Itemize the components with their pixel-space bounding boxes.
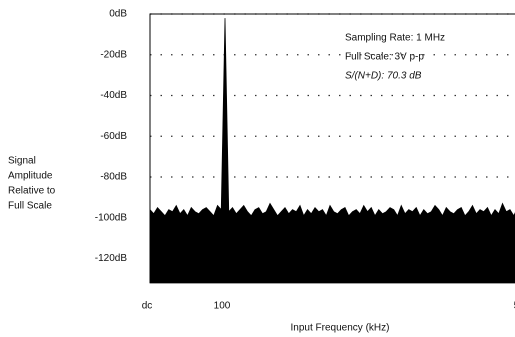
annotation: Full Scale: 3V p-p xyxy=(345,52,424,63)
y-tick-label: -20dB xyxy=(100,49,127,60)
y-axis-label: Relative to xyxy=(8,186,56,197)
annotation: Sampling Rate: 1 MHz xyxy=(345,33,445,44)
y-axis-label: Signal xyxy=(8,156,36,167)
y-tick-label: 0dB xyxy=(109,9,127,20)
x-tick-label: 500 xyxy=(514,301,515,312)
spectrum-area xyxy=(149,18,515,284)
y-tick-label: -80dB xyxy=(100,172,127,183)
y-tick-label: -40dB xyxy=(100,90,127,101)
x-axis-label: Input Frequency (kHz) xyxy=(291,323,390,334)
x-tick-label: 100 xyxy=(214,301,231,312)
x-tick-label: dc xyxy=(142,301,153,312)
plot-frame xyxy=(149,13,515,283)
y-tick-label: -120dB xyxy=(95,253,128,264)
y-axis-label: Amplitude xyxy=(8,171,53,182)
y-axis-label: Full Scale xyxy=(8,201,52,212)
annotation: S/(N+D): 70.3 dB xyxy=(345,71,422,82)
y-tick-label: -60dB xyxy=(100,131,127,142)
y-tick-label: -100dB xyxy=(95,212,128,223)
